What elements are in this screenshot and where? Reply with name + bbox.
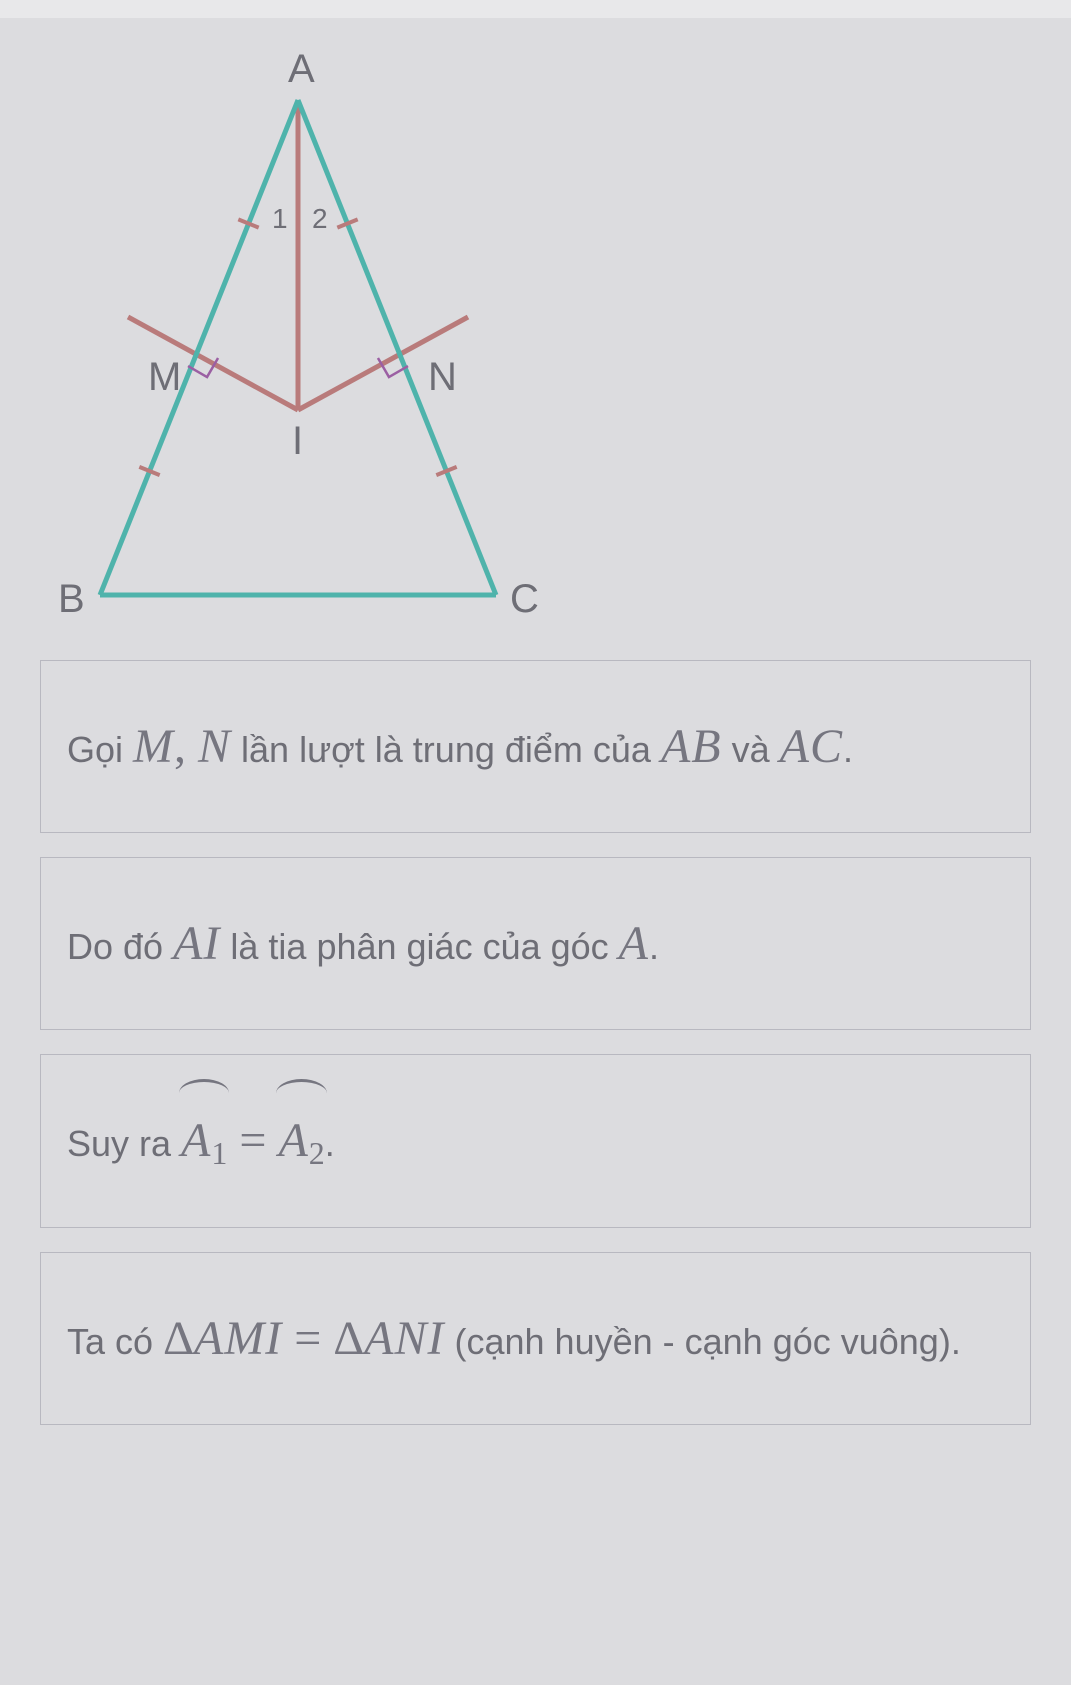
math-AI: AI xyxy=(173,917,220,970)
geometry-diagram: A B C I M N 1 2 xyxy=(40,40,580,640)
math-M: M xyxy=(133,720,174,773)
text: và xyxy=(722,729,780,770)
delta-1: Δ xyxy=(163,1312,194,1365)
diagram-svg: A B C I M N 1 2 xyxy=(40,40,580,640)
text: là tia phân giác của góc xyxy=(220,926,618,967)
math-ANI: ANI xyxy=(364,1312,444,1365)
label-M: M xyxy=(148,355,181,399)
segment-AB xyxy=(100,100,298,595)
proof-steps: Gọi M, N lần lượt là trung điểm của AB v… xyxy=(40,660,1031,1425)
top-bar xyxy=(0,0,1071,18)
text: . xyxy=(843,729,853,770)
text: Do đó xyxy=(67,926,173,967)
text: Suy ra xyxy=(67,1123,181,1164)
math-A: A xyxy=(619,917,649,970)
label-I: I xyxy=(292,419,303,463)
math-AC: AC xyxy=(780,720,843,773)
angle-label-1: 1 xyxy=(272,203,288,234)
label-B: B xyxy=(58,577,85,621)
step-2[interactable]: Do đó AI là tia phân giác của góc A. xyxy=(40,857,1031,1030)
text: (cạnh huyền - cạnh góc vuông). xyxy=(445,1321,961,1362)
math-A2: A xyxy=(278,1114,308,1167)
step-1[interactable]: Gọi M, N lần lượt là trung điểm của AB v… xyxy=(40,660,1031,833)
equals: = xyxy=(282,1312,333,1365)
step-4[interactable]: Ta có ΔAMI = ΔANI (cạnh huyền - cạnh góc… xyxy=(40,1252,1031,1425)
math-A1: A xyxy=(181,1114,211,1167)
label-N: N xyxy=(428,355,457,399)
sub-2: 2 xyxy=(309,1135,325,1171)
equals: = xyxy=(227,1114,278,1167)
math-AMI: AMI xyxy=(194,1312,282,1365)
comma: , xyxy=(174,720,198,773)
math-N: N xyxy=(198,720,231,773)
text: Gọi xyxy=(67,729,133,770)
text: lần lượt là trung điểm của xyxy=(231,729,661,770)
step-3[interactable]: Suy ra A1 = A2. xyxy=(40,1054,1031,1227)
segment-CA xyxy=(298,100,496,595)
text: . xyxy=(325,1123,335,1164)
angle-label-2: 2 xyxy=(312,203,328,234)
sub-1: 1 xyxy=(211,1135,227,1171)
label-C: C xyxy=(510,577,539,621)
label-A: A xyxy=(288,47,315,91)
math-AB: AB xyxy=(661,720,722,773)
text: . xyxy=(649,926,659,967)
text: Ta có xyxy=(67,1321,163,1362)
delta-2: Δ xyxy=(333,1312,364,1365)
